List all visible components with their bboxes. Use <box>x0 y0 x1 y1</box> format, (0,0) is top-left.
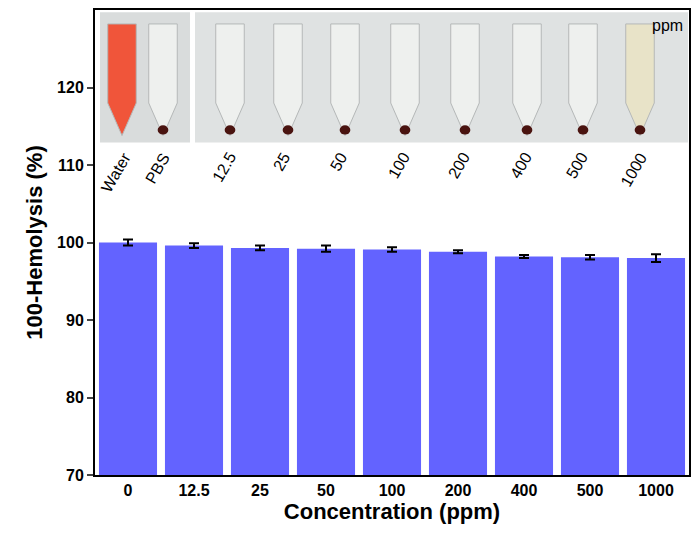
svg-text:100: 100 <box>385 150 413 182</box>
svg-text:400: 400 <box>511 482 538 499</box>
svg-text:25: 25 <box>251 482 269 499</box>
svg-text:PBS: PBS <box>142 150 173 186</box>
svg-text:12.5: 12.5 <box>209 149 239 185</box>
svg-text:200: 200 <box>445 482 472 499</box>
svg-text:70: 70 <box>66 467 84 484</box>
svg-text:Concentration (ppm): Concentration (ppm) <box>284 499 500 524</box>
svg-text:500: 500 <box>563 150 591 182</box>
svg-text:400: 400 <box>507 150 535 182</box>
svg-text:0: 0 <box>124 482 133 499</box>
svg-text:1000: 1000 <box>617 150 650 189</box>
svg-text:120: 120 <box>57 79 84 96</box>
svg-text:500: 500 <box>577 482 604 499</box>
svg-text:80: 80 <box>66 389 84 406</box>
svg-text:110: 110 <box>58 157 84 174</box>
svg-text:100: 100 <box>379 482 406 499</box>
svg-text:ppm: ppm <box>652 17 683 34</box>
svg-text:100-Hemolysis (%): 100-Hemolysis (%) <box>22 145 47 339</box>
svg-text:1000: 1000 <box>638 482 674 499</box>
svg-text:12.5: 12.5 <box>178 482 209 499</box>
svg-text:200: 200 <box>445 150 473 182</box>
svg-text:90: 90 <box>66 312 84 329</box>
svg-text:100: 100 <box>57 234 84 251</box>
svg-text:50: 50 <box>327 150 351 174</box>
svg-text:50: 50 <box>317 482 335 499</box>
svg-text:25: 25 <box>270 150 294 174</box>
svg-text:Water: Water <box>98 150 134 196</box>
